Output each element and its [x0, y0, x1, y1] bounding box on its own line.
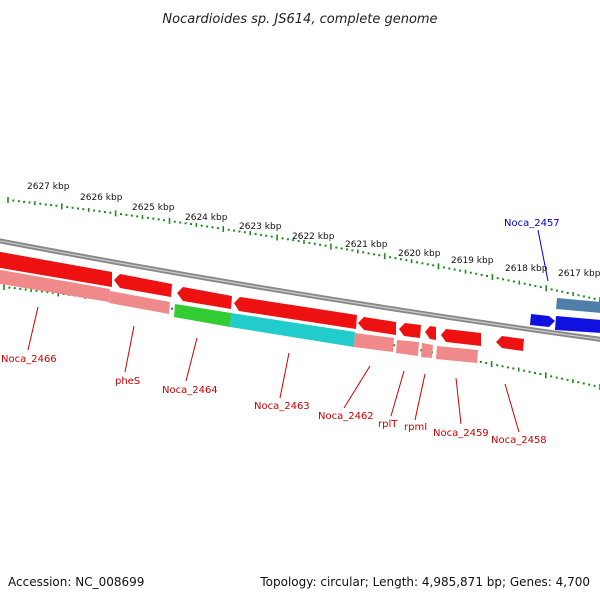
gene-label-noca-2463[interactable]: Noca_2463 [254, 401, 310, 412]
leader-line [279, 352, 290, 399]
leader-line [504, 383, 520, 433]
leader-line [124, 325, 135, 373]
outer-scale-labels: 2627 kbp 2626 kbp 2625 kbp 2624 kbp 2623… [27, 182, 600, 279]
scale-label: 2621 kbp [345, 240, 388, 250]
gene-arrow-phes[interactable] [114, 274, 172, 297]
product-segment [109, 291, 170, 314]
gene-arrow-noca-2462[interactable] [358, 317, 396, 335]
scale-label: 2626 kbp [80, 193, 123, 203]
feature-segment-steel [556, 298, 600, 313]
label-leader-lines [27, 229, 549, 433]
product-segment-cyan [230, 313, 355, 347]
genome-summary-text: Topology: circular; Length: 4,985,871 bp… [259, 575, 590, 589]
gene-label-rpmi[interactable]: rpmI [404, 422, 427, 433]
leader-line [390, 370, 405, 417]
forward-strand-features [530, 298, 600, 333]
scale-label: 2620 kbp [398, 249, 441, 259]
scale-label: 2625 kbp [132, 203, 175, 213]
scale-label: 2617 kbp [558, 269, 600, 279]
gene-arrow-noca-2457-b[interactable] [555, 316, 600, 333]
scale-label: 2619 kbp [451, 256, 494, 266]
gene-arrow-noca-2459[interactable] [441, 329, 481, 346]
product-segment [354, 333, 394, 352]
gene-label-noca-2464[interactable]: Noca_2464 [162, 385, 218, 396]
scale-label: 2627 kbp [27, 182, 70, 192]
gene-arrow-rpmi[interactable] [425, 326, 436, 340]
leader-line [537, 229, 549, 282]
gene-arrow-noca-2457-a[interactable] [530, 314, 555, 327]
gene-arrow-noca-2464-upper[interactable] [177, 287, 232, 309]
scale-label: 2623 kbp [239, 222, 282, 232]
accession-text: Accession: NC_008699 [8, 575, 144, 589]
leader-line [185, 337, 198, 382]
gene-label-rplt[interactable]: rplT [378, 419, 398, 430]
leader-line [343, 365, 371, 409]
product-segment [0, 269, 110, 302]
scale-label: 2624 kbp [185, 213, 228, 223]
product-segment [396, 340, 419, 356]
gene-label-noca-2462[interactable]: Noca_2462 [318, 411, 374, 422]
outer-scale-ticks [7, 197, 600, 303]
leader-line [455, 377, 462, 425]
product-segment [436, 346, 478, 363]
gene-arrow-noca-2458[interactable] [496, 336, 524, 351]
feature-products [0, 269, 478, 363]
product-segment [421, 343, 433, 358]
reverse-strand-features [0, 251, 524, 351]
leader-line [414, 373, 426, 421]
scale-label: 2618 kbp [505, 264, 548, 274]
gene-label-noca-2458[interactable]: Noca_2458 [491, 435, 547, 446]
gene-arrow-noca-2466[interactable] [0, 251, 112, 287]
gene-label-phes[interactable]: pheS [115, 376, 140, 387]
gene-label-noca-2466[interactable]: Noca_2466 [1, 354, 57, 365]
gene-labels: Noca_2466 pheS Noca_2464 Noca_2463 Noca_… [1, 218, 560, 446]
map-title: Nocardioides sp. JS614, complete genome [162, 12, 437, 27]
genome-backbone [0, 238, 600, 342]
gene-label-noca-2459[interactable]: Noca_2459 [433, 428, 489, 439]
product-segment-green [174, 304, 231, 327]
scale-label: 2622 kbp [292, 232, 335, 242]
gene-arrow-noca-2463-upper[interactable] [234, 297, 357, 329]
gene-arrow-rplt[interactable] [399, 323, 421, 338]
gene-label-noca-2457[interactable]: Noca_2457 [504, 218, 560, 229]
leader-line [27, 306, 39, 351]
